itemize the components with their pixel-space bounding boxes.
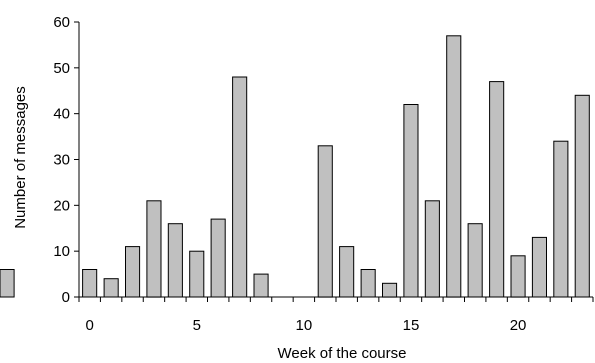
y-tick-label: 50 [53,60,70,77]
bar-week-23 [574,94,590,298]
x-axis-title: Week of the course [278,345,407,362]
bar-week-21 [531,236,548,298]
x-axis-ticks: 0 5 10 15 20 [78,297,594,334]
x-tick-label: 0 [86,317,94,334]
bar-week-19 [489,81,505,298]
bar-week-12 [339,246,355,298]
bar-week-0 [82,269,98,298]
bar-week-2 [125,246,141,298]
bar-week-16 [424,200,440,298]
y-tick-label: 20 [53,197,70,214]
y-tick-label: 10 [53,243,70,260]
bar-week-undefined [0,269,15,298]
bar-week-22 [553,140,569,298]
x-tick-label: 10 [296,317,313,334]
bar-week-1 [103,278,119,298]
x-tick-label: 5 [193,317,201,334]
bar-week-14 [382,282,398,298]
y-tick-label: 60 [53,14,70,31]
bar-week-4 [167,223,183,298]
bars-group [0,35,590,298]
bar-week-5 [189,250,205,298]
y-tick-label: 30 [53,152,70,169]
bar-week-3 [146,200,162,298]
bar-week-6 [210,218,226,298]
bar-week-17 [446,35,462,298]
y-tick-label: 40 [53,106,70,123]
bar-week-20 [510,255,526,298]
bar-week-13 [360,269,376,298]
x-tick-label: 20 [510,317,527,334]
bar-week-7 [232,76,248,298]
bar-week-11 [317,145,333,298]
x-tick-label: 15 [403,317,420,334]
bar-week-15 [403,104,419,298]
y-axis-title: Number of messages [12,86,29,229]
y-tick-label: 0 [62,289,70,306]
bar-week-18 [467,223,483,298]
bar-week-8 [253,273,269,298]
y-axis-ticks: 0 10 20 30 40 50 60 [53,14,79,306]
